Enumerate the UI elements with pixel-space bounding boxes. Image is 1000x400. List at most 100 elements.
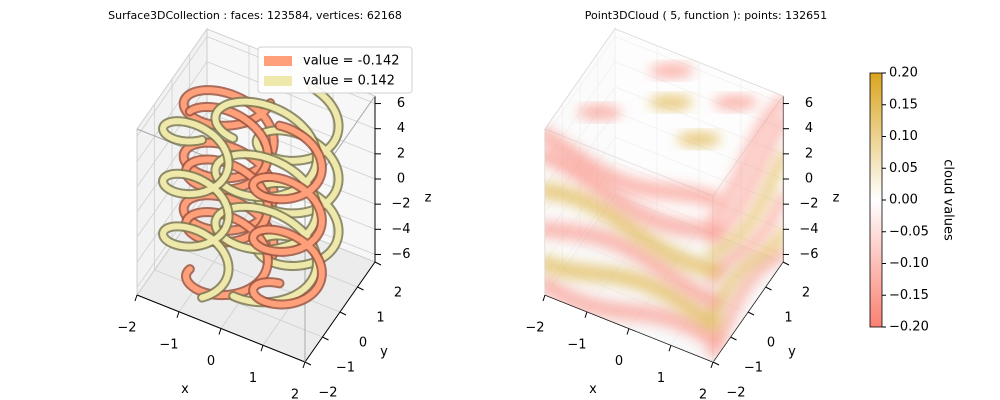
x-axis-label: x: [589, 382, 597, 397]
grid-line: [136, 36, 208, 137]
cloud-blob: [713, 95, 758, 110]
y-axis-line: [304, 261, 376, 363]
cloud-band: [707, 114, 783, 243]
x-tick-label: 1: [249, 371, 257, 386]
x-tick-label: −1: [159, 337, 178, 352]
legend-label: value = -0.142: [303, 54, 400, 69]
colorbar-tick-label: 0.20: [889, 66, 918, 81]
cloud-band: [545, 127, 721, 208]
chart-title: Point3DCloud ( 5, function ): points: 13…: [585, 9, 827, 22]
cloud-band: [707, 94, 783, 227]
cloud-band: [707, 150, 783, 260]
y-tick-label: 0: [767, 336, 775, 351]
cloud-band: [707, 246, 783, 359]
x-tick-label: 1: [657, 371, 665, 386]
z-tick-label: 0: [397, 172, 405, 187]
y-tick-label: −1: [744, 361, 763, 376]
tick-mark: [626, 328, 630, 335]
cloud-band: [707, 226, 783, 322]
tick-mark: [584, 311, 588, 318]
tick-mark: [302, 361, 306, 369]
y-tick-label: 0: [359, 336, 367, 351]
chart-title: Surface3DCollection : faces: 123584, ver…: [108, 9, 402, 22]
tick-mark: [712, 361, 720, 366]
y-tick-label: 1: [784, 311, 792, 326]
tick-mark: [782, 261, 790, 266]
z-tick-label: 4: [805, 121, 813, 136]
tick-mark: [218, 328, 222, 335]
colorbar-tick-label: 0.05: [889, 161, 918, 176]
colorbar-tick-label: −0.15: [889, 288, 929, 303]
x-axis-line: [136, 294, 306, 363]
z-tick-label: 2: [805, 146, 813, 161]
z-tick-label: 6: [805, 96, 813, 111]
y-tick-label: 2: [802, 286, 810, 301]
z-tick-label: −4: [799, 222, 818, 237]
tick-mark: [339, 311, 347, 316]
tube: [160, 118, 232, 301]
tube: [250, 122, 325, 308]
z-axis-label: z: [425, 191, 432, 206]
cloud-blob: [677, 132, 721, 147]
z-tick-label: 0: [805, 172, 813, 187]
y-tick-label: −2: [318, 386, 337, 400]
legend-box: [257, 46, 413, 94]
colorbar-tick-label: −0.05: [889, 224, 929, 239]
cloud-band: [545, 276, 721, 348]
cloud-band: [545, 221, 721, 310]
legend-swatch: [264, 76, 292, 86]
y-tick-label: 2: [394, 286, 402, 301]
tick-mark: [668, 345, 672, 352]
y-tick-label: −2: [726, 386, 745, 400]
x-tick-label: −2: [117, 321, 136, 336]
z-tick-label: −2: [799, 197, 818, 212]
tick-mark: [765, 286, 772, 291]
y-axis-label: y: [788, 345, 796, 360]
legend-label: value = 0.142: [303, 74, 395, 89]
colorbar-label: cloud values: [941, 159, 956, 241]
tick-mark: [304, 361, 312, 366]
tick-mark: [322, 336, 329, 341]
grid-line: [136, 61, 208, 162]
colorbar-tick-label: 0.15: [889, 97, 918, 112]
colorbar-tick-label: 0.10: [889, 129, 918, 144]
x-tick-label: −1: [567, 337, 586, 352]
cloud-band: [545, 255, 721, 332]
colorbar: [869, 72, 883, 328]
point-cloud: [545, 29, 783, 362]
x-tick-label: 0: [615, 354, 623, 369]
z-axis-label: z: [833, 191, 840, 206]
z-tick-label: 4: [397, 121, 405, 136]
colorbar-tick-label: −0.20: [889, 320, 929, 335]
cloud-blob: [649, 63, 694, 78]
z-tick-label: −6: [799, 247, 818, 262]
tick-mark: [747, 311, 755, 316]
tick-mark: [730, 336, 737, 341]
surfaces: [158, 82, 344, 310]
tick-mark: [260, 345, 264, 352]
x-axis-label: x: [181, 382, 189, 397]
colorbar-tick-label: 0.00: [889, 193, 918, 208]
z-tick-label: −6: [391, 247, 410, 262]
x-tick-label: 2: [291, 388, 299, 400]
tube: [212, 98, 320, 306]
z-tick-label: −4: [391, 222, 410, 237]
z-tick-label: −2: [391, 197, 410, 212]
y-tick-label: −1: [336, 361, 355, 376]
tube: [180, 87, 277, 264]
cloud-blob: [577, 105, 622, 120]
tick-mark: [542, 294, 546, 302]
cloud-band: [545, 148, 721, 240]
x-tick-label: 0: [207, 354, 215, 369]
grid-line: [136, 187, 208, 288]
z-tick-label: 6: [397, 96, 405, 111]
y-tick-label: 1: [376, 311, 384, 326]
legend: value = -0.142 value = 0.142: [257, 46, 413, 94]
tick-mark: [374, 261, 382, 266]
colorbar-tick-label: −0.10: [889, 256, 929, 271]
cloud-band: [545, 182, 721, 278]
x-tick-label: −2: [525, 321, 544, 336]
cloud-blob: [649, 95, 693, 110]
cloud-band: [707, 191, 783, 286]
